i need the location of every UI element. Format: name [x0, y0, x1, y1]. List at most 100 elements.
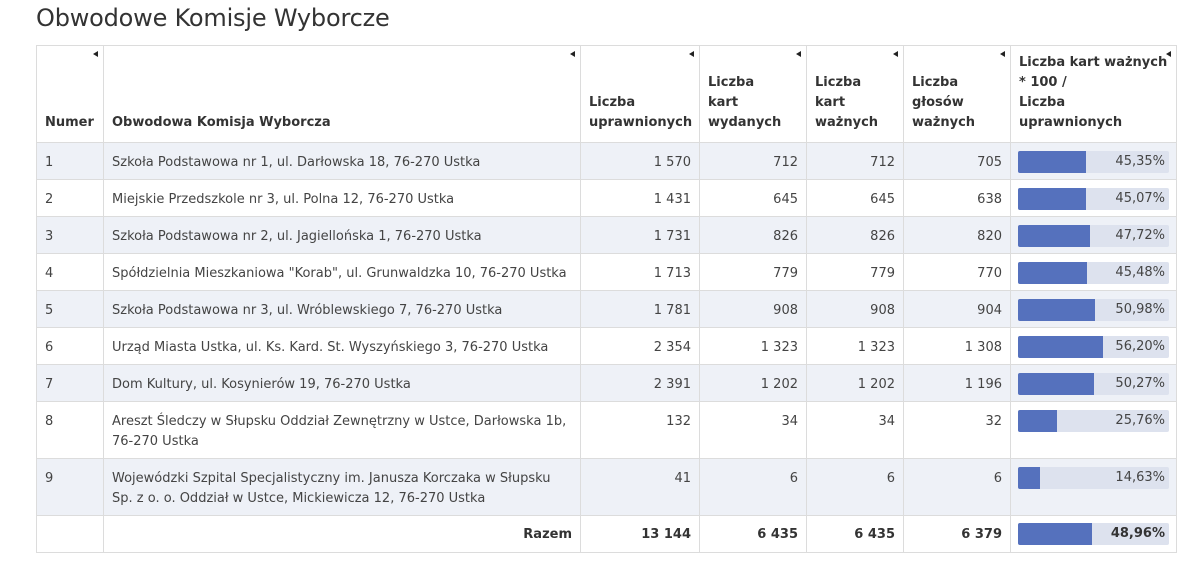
cell-numer: 4 [36, 253, 104, 291]
percentage-value: 14,63% [1115, 470, 1165, 485]
percentage-bar-fill [1018, 188, 1087, 210]
table-row: 1 Szkoła Podstawowa nr 1, ul. Darłowska 1… [36, 142, 1177, 180]
column-header-frekwencja[interactable]: Liczba kart ważnych * 100 / Liczba upraw… [1010, 45, 1177, 143]
cell-numer: 5 [36, 290, 104, 328]
table-body: 1 Szkoła Podstawowa nr 1, ul. Darłowska 1… [36, 142, 1177, 553]
header-line: Liczba [912, 75, 959, 90]
percentage-bar: 56,20% [1018, 336, 1169, 358]
cell-wydanych: 645 [699, 179, 807, 217]
table-row: 2 Miejskie Przedszkole nr 3, ul. Polna 12… [36, 179, 1177, 217]
header-row: Numer Obwodowa Komisja Wyborcza Liczba u… [36, 45, 1177, 143]
cell-numer: 2 [36, 179, 104, 217]
sort-icon[interactable] [93, 51, 98, 57]
column-header-komisja[interactable]: Obwodowa Komisja Wyborcza [103, 45, 581, 143]
cell-frekwencja: 25,76% [1010, 401, 1177, 459]
cell-uprawnionych: 1 731 [580, 216, 700, 254]
percentage-bar: 14,63% [1018, 467, 1169, 489]
percentage-bar-fill [1018, 467, 1041, 489]
cell-glosow: 904 [903, 290, 1011, 328]
sort-icon[interactable] [893, 51, 898, 57]
header-line: Liczba [708, 75, 755, 90]
table-row: 7 Dom Kultury, ul. Kosynierów 19, 76-270 … [36, 364, 1177, 402]
cell-numer: 1 [36, 142, 104, 180]
cell-komisja: Dom Kultury, ul. Kosynierów 19, 76-270 U… [103, 364, 581, 402]
cell-komisja: Urząd Miasta Ustka, ul. Ks. Kard. St. Wy… [103, 327, 581, 365]
percentage-value: 50,27% [1115, 376, 1165, 391]
column-header-numer[interactable]: Numer [36, 45, 104, 143]
column-header-wydanych[interactable]: Liczba kart wydanych [699, 45, 807, 143]
table-row: 6 Urząd Miasta Ustka, ul. Ks. Kard. St. W… [36, 327, 1177, 365]
cell-uprawnionych: 1 713 [580, 253, 700, 291]
sort-icon[interactable] [570, 51, 575, 57]
column-header-uprawnionych[interactable]: Liczba uprawnionych [580, 45, 700, 143]
cell-frekwencja: 14,63% [1010, 458, 1177, 516]
cell-wydanych: 826 [699, 216, 807, 254]
percentage-bar: 45,35% [1018, 151, 1169, 173]
percentage-bar-fill [1018, 373, 1094, 395]
cell-waznych: 779 [806, 253, 904, 291]
column-header-waznych[interactable]: Liczba kart ważnych [806, 45, 904, 143]
sort-icon[interactable] [796, 51, 801, 57]
sort-icon[interactable] [1000, 51, 1005, 57]
cell-waznych: 1 323 [806, 327, 904, 365]
cell-frekwencja: 50,98% [1010, 290, 1177, 328]
cell-komisja: Szkoła Podstawowa nr 1, ul. Darłowska 18… [103, 142, 581, 180]
cell-numer: 6 [36, 327, 104, 365]
cell-glosow: 770 [903, 253, 1011, 291]
commissions-table: Numer Obwodowa Komisja Wyborcza Liczba u… [36, 45, 1177, 553]
header-line: * 100 / [1019, 75, 1067, 90]
cell-komisja: Spółdzielnia Mieszkaniowa "Korab", ul. G… [103, 253, 581, 291]
cell-glosow: 705 [903, 142, 1011, 180]
cell-frekwencja: 56,20% [1010, 327, 1177, 365]
cell-frekwencja: 50,27% [1010, 364, 1177, 402]
total-label: Razem [103, 515, 581, 553]
cell-glosow: 638 [903, 179, 1011, 217]
percentage-value: 45,48% [1115, 265, 1165, 280]
cell-waznych: 826 [806, 216, 904, 254]
percentage-bar: 25,76% [1018, 410, 1169, 432]
percentage-bar: 48,96% [1018, 523, 1169, 545]
cell-komisja: Areszt Śledczy w Słupsku Oddział Zewnętr… [103, 401, 581, 459]
percentage-bar: 45,07% [1018, 188, 1169, 210]
percentage-value: 48,96% [1110, 526, 1165, 541]
percentage-bar: 45,48% [1018, 262, 1169, 284]
header-line: kart [815, 95, 846, 110]
percentage-bar-fill [1018, 523, 1092, 545]
header-line: Liczba [589, 95, 636, 110]
header-numer-label: Numer [45, 115, 94, 130]
header-komisja-label: Obwodowa Komisja Wyborcza [112, 115, 331, 130]
column-header-glosow[interactable]: Liczba głosów ważnych [903, 45, 1011, 143]
cell-numer: 8 [36, 401, 104, 459]
cell-waznych: 1 202 [806, 364, 904, 402]
percentage-bar-fill [1018, 299, 1095, 321]
percentage-value: 25,76% [1115, 413, 1165, 428]
cell-frekwencja: 45,07% [1010, 179, 1177, 217]
cell-uprawnionych: 2 354 [580, 327, 700, 365]
page-title: Obwodowe Komisje Wyborcze [36, 4, 390, 32]
cell-glosow: 820 [903, 216, 1011, 254]
percentage-value: 45,07% [1115, 191, 1165, 206]
cell-glosow: 1 308 [903, 327, 1011, 365]
percentage-value: 45,35% [1115, 154, 1165, 169]
cell-waznych: 34 [806, 401, 904, 459]
cell-uprawnionych: 1 431 [580, 179, 700, 217]
sort-icon[interactable] [689, 51, 694, 57]
cell-komisja: Wojewódzki Szpital Specjalistyczny im. J… [103, 458, 581, 516]
cell-wydanych: 1 202 [699, 364, 807, 402]
percentage-value: 50,98% [1115, 302, 1165, 317]
cell-frekwencja: 45,35% [1010, 142, 1177, 180]
cell-numer: 3 [36, 216, 104, 254]
table-row: 5 Szkoła Podstawowa nr 3, ul. Wróblewskie… [36, 290, 1177, 328]
cell-empty [36, 515, 104, 553]
header-line: wydanych [708, 115, 782, 130]
cell-wydanych: 908 [699, 290, 807, 328]
table-row: 3 Szkoła Podstawowa nr 2, ul. Jagiellońsk… [36, 216, 1177, 254]
cell-uprawnionych: 1 570 [580, 142, 700, 180]
cell-wydanych: 779 [699, 253, 807, 291]
table-row: 4 Spółdzielnia Mieszkaniowa "Korab", ul. … [36, 253, 1177, 291]
header-line: Liczba kart ważnych [1019, 55, 1168, 70]
total-frekwencja: 48,96% [1010, 515, 1177, 553]
cell-glosow: 6 [903, 458, 1011, 516]
sort-icon[interactable] [1166, 51, 1171, 57]
